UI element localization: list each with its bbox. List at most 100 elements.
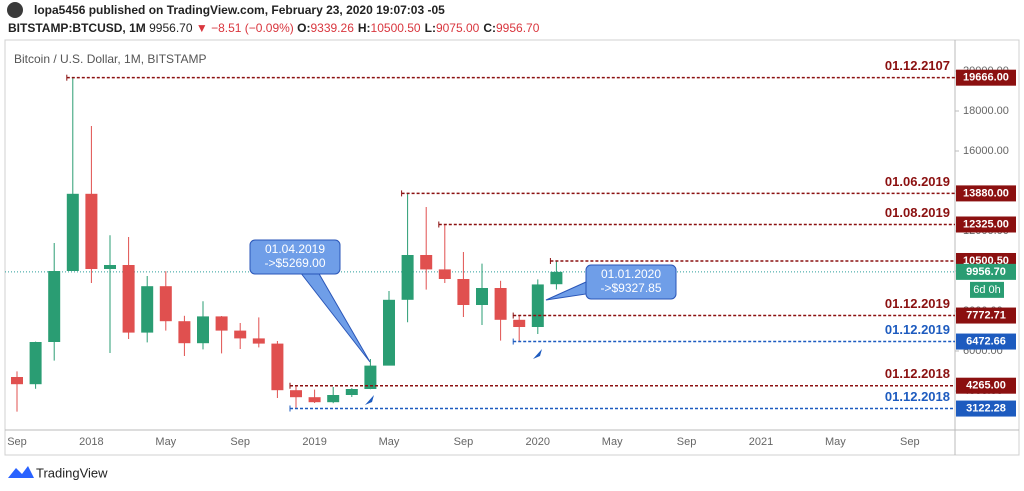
candle-body	[383, 299, 395, 366]
x-tick-label: 2018	[79, 436, 103, 448]
x-tick-label: Sep	[7, 436, 27, 448]
level-tag	[956, 307, 1016, 324]
brand: TradingView	[36, 465, 108, 480]
candle-body	[345, 389, 358, 395]
publisher: lopa5456 published on TradingView.com, F…	[34, 3, 445, 17]
level-date: 01.12.2019	[885, 296, 950, 311]
candle-body	[104, 265, 116, 269]
last-price-tag	[956, 263, 1016, 280]
level-label: 3122.28	[966, 402, 1006, 414]
y-tick-label: 16000.00	[963, 145, 1009, 157]
level-tag	[956, 333, 1016, 350]
candle-body	[290, 390, 302, 398]
last-price-label: 9956.70	[966, 266, 1006, 278]
candle-body	[494, 288, 507, 320]
candle-body	[234, 330, 247, 339]
x-tick-label: May	[155, 436, 176, 448]
level-date: 01.12.2019	[885, 322, 950, 337]
candle-body	[513, 319, 526, 327]
x-tick-label: May	[602, 436, 623, 448]
y-tick-label: 18000.00	[963, 105, 1009, 117]
ohlc-label: L:	[424, 21, 436, 35]
ohlc-label: H:	[357, 21, 371, 35]
level-label: 6472.66	[966, 335, 1006, 347]
ohlc-value: 9956.70	[496, 21, 540, 35]
chart-frame	[4, 39, 1020, 456]
callout-text: ->$5269.00	[264, 256, 325, 270]
level-tag	[956, 377, 1016, 394]
symbol: BITSTAMP:BTCUSD, 1M	[8, 21, 146, 35]
candle-body	[457, 279, 470, 305]
change: ▼ −8.51 (−0.09%)	[195, 21, 294, 35]
candle-body	[215, 316, 228, 331]
level-label: 19666.00	[963, 72, 1009, 84]
candle-body	[271, 343, 284, 391]
candle-body	[11, 377, 23, 385]
x-tick-label: Sep	[454, 436, 474, 448]
candle-body	[364, 365, 377, 389]
callout-text: ->$9327.85	[600, 281, 661, 295]
x-tick-label: 2019	[302, 436, 326, 448]
x-tick-label: Sep	[677, 436, 697, 448]
candle-body	[29, 342, 42, 385]
candle-body	[66, 193, 79, 271]
level-date: 01.12.2107	[885, 58, 950, 73]
ohlc-value: 9339.26	[310, 21, 354, 35]
price: 9956.70	[149, 21, 193, 35]
candle-body	[550, 271, 563, 285]
symbol-line: BITSTAMP:BTCUSD, 1M 9956.70 ▼ −8.51 (−0.…	[8, 21, 543, 35]
candle-body	[141, 286, 154, 333]
level-date: 01.06.2019	[885, 174, 950, 189]
x-tick-label: 2021	[749, 436, 773, 448]
countdown-tag	[970, 281, 1004, 298]
header: lopa5456 published on TradingView.com, F…	[0, 0, 1024, 40]
callout-shape	[298, 271, 371, 363]
candle-body	[197, 316, 209, 344]
candle-body	[420, 255, 433, 270]
candle-body	[401, 255, 414, 300]
candle-body	[122, 265, 135, 333]
callout-text: 01.01.2020	[601, 267, 661, 281]
callout-shape	[545, 281, 587, 301]
candle-body	[85, 193, 98, 269]
x-tick-label: Sep	[230, 436, 250, 448]
ohlc-label: O:	[297, 21, 311, 35]
x-tick-label: May	[825, 436, 846, 448]
footer-logo	[8, 466, 34, 478]
candle-body	[48, 271, 61, 342]
ohlc-value: 9075.00	[435, 21, 480, 35]
level-label: 13880.00	[963, 187, 1009, 199]
rocket-icon	[533, 349, 542, 359]
candle-body	[476, 288, 488, 305]
level-date: 01.12.2018	[885, 389, 950, 404]
callout-box	[585, 264, 677, 300]
level-tag	[956, 216, 1016, 233]
level-tag	[956, 400, 1016, 417]
candle-body	[159, 286, 172, 322]
ohlc-label: C:	[483, 21, 496, 35]
candle-body	[531, 284, 544, 327]
ohlc: O:9339.26 H:10500.50 L:9075.00 C:9956.70	[297, 21, 543, 35]
rocket-icon	[365, 395, 374, 405]
x-tick-label: 2020	[526, 436, 550, 448]
level-label: 4265.00	[966, 380, 1006, 392]
candle-body	[327, 395, 340, 403]
level-date: 01.08.2019	[885, 205, 950, 220]
x-tick-label: May	[379, 436, 400, 448]
level-label: 12325.00	[963, 218, 1009, 230]
candle-body	[308, 397, 321, 403]
candle-body	[178, 321, 191, 344]
countdown: 6d 0h	[973, 284, 1001, 296]
ohlc-value: 10500.50	[370, 21, 421, 35]
level-date: 01.12.2018	[885, 366, 950, 381]
candle-body	[438, 269, 451, 279]
level-label: 7772.71	[966, 309, 1006, 321]
level-tag	[956, 185, 1016, 202]
candle-body	[252, 338, 265, 344]
x-tick-label: Sep	[900, 436, 920, 448]
chart-title: Bitcoin / U.S. Dollar, 1M, BITSTAMP	[14, 52, 207, 66]
callout-box	[249, 239, 341, 275]
callout-text: 01.04.2019	[265, 242, 325, 256]
